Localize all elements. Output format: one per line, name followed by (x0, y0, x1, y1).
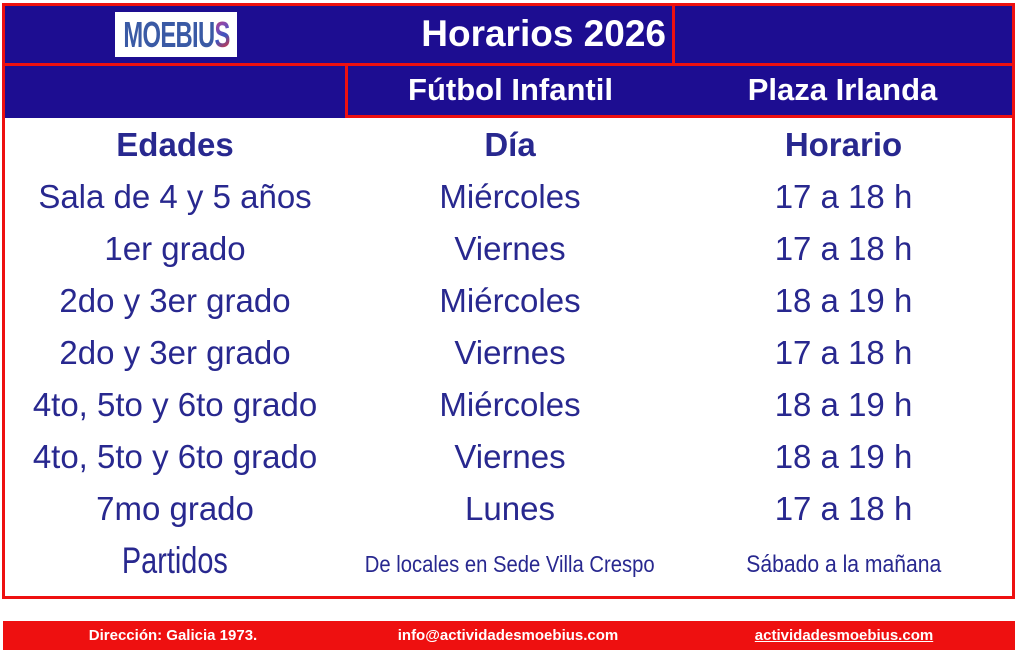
cell-horario: 18 a 19 h (774, 385, 913, 423)
cell-horario: 17 a 18 h (774, 489, 913, 527)
schedule-rows: Sala de 4 y 5 años Miércoles 17 a 18 h 1er … (5, 170, 1012, 586)
header-sub-labels: Fútbol Infantil Plaza Irlanda (345, 66, 1012, 118)
cell-edades: 2do y 3er grado (59, 333, 291, 371)
moebius-logo-text: MOEBIUS (122, 13, 230, 55)
location-label: Plaza Irlanda (747, 72, 938, 107)
table-row: 4to, 5to y 6to grado Miércoles 18 a 19 h (5, 378, 1012, 430)
table-row: 4to, 5to y 6to grado Viernes 18 a 19 h (5, 430, 1012, 482)
cell-dia: Viernes (454, 437, 566, 475)
cell-dia: Miércoles (439, 281, 581, 319)
footer-bar: Dirección: Galicia 1973. info@actividade… (3, 621, 1015, 650)
cell-dia: Miércoles (439, 385, 581, 423)
column-header-horario: Horario (784, 125, 903, 163)
table-row: 7mo grado Lunes 17 a 18 h (5, 482, 1012, 534)
cell-dia: De locales en Sede Villa Crespo (365, 550, 655, 577)
table-row: 1er grado Viernes 17 a 18 h (5, 222, 1012, 274)
cell-edades: 7mo grado (96, 489, 254, 527)
cell-edades: 4to, 5to y 6to grado (32, 437, 318, 475)
header-top-bar: MOEBIUS Horarios 2026 (5, 6, 1012, 66)
cell-dia: Miércoles (439, 177, 581, 215)
footer-email: info@actividadesmoebius.com (397, 627, 619, 644)
cell-edades: 4to, 5to y 6to grado (32, 385, 318, 423)
cell-horario: 18 a 19 h (774, 437, 913, 475)
cell-dia: Viernes (454, 229, 566, 267)
cell-horario: 17 a 18 h (774, 333, 913, 371)
logo-accent-letter: S (213, 13, 230, 55)
page-title: Horarios 2026 (421, 12, 666, 54)
moebius-logo: MOEBIUS (115, 12, 237, 57)
column-header-edades: Edades (116, 125, 234, 163)
cell-edades: 1er grado (104, 229, 246, 267)
table-row: 2do y 3er grado Viernes 17 a 18 h (5, 326, 1012, 378)
cell-edades: 2do y 3er grado (59, 281, 291, 319)
table-header-row: Edades Día Horario (5, 118, 1012, 170)
cell-horario: 17 a 18 h (774, 177, 913, 215)
logo-main-letters: MOEBIU (122, 13, 215, 55)
column-header-dia: Día (484, 125, 536, 163)
cell-edades: Sala de 4 y 5 años (38, 177, 312, 215)
cell-dia: Viernes (454, 333, 566, 371)
cell-horario: Sábado a la mañana (746, 550, 941, 578)
header-sub-empty-cell (5, 66, 345, 118)
table-row: 2do y 3er grado Miércoles 18 a 19 h (5, 274, 1012, 326)
program-label: Fútbol Infantil (408, 72, 613, 107)
footer-website-link[interactable]: actividadesmoebius.com (754, 627, 934, 644)
footer-address: Dirección: Galicia 1973. (88, 627, 258, 644)
cell-edades: Partidos (122, 539, 228, 581)
table-row: Partidos De locales en Sede Villa Crespo S… (5, 534, 1012, 586)
header-divider (672, 6, 675, 63)
cell-dia: Lunes (465, 489, 555, 527)
schedule-board: MOEBIUS Horarios 2026 Fútbol Infantil Pl… (2, 3, 1015, 599)
table-row: Sala de 4 y 5 años Miércoles 17 a 18 h (5, 170, 1012, 222)
header-sub-bar: Fútbol Infantil Plaza Irlanda (5, 66, 1012, 118)
cell-horario: 17 a 18 h (774, 229, 913, 267)
cell-horario: 18 a 19 h (774, 281, 913, 319)
schedule-table: Edades Día Horario Sala de 4 y 5 años Mié… (5, 118, 1012, 586)
